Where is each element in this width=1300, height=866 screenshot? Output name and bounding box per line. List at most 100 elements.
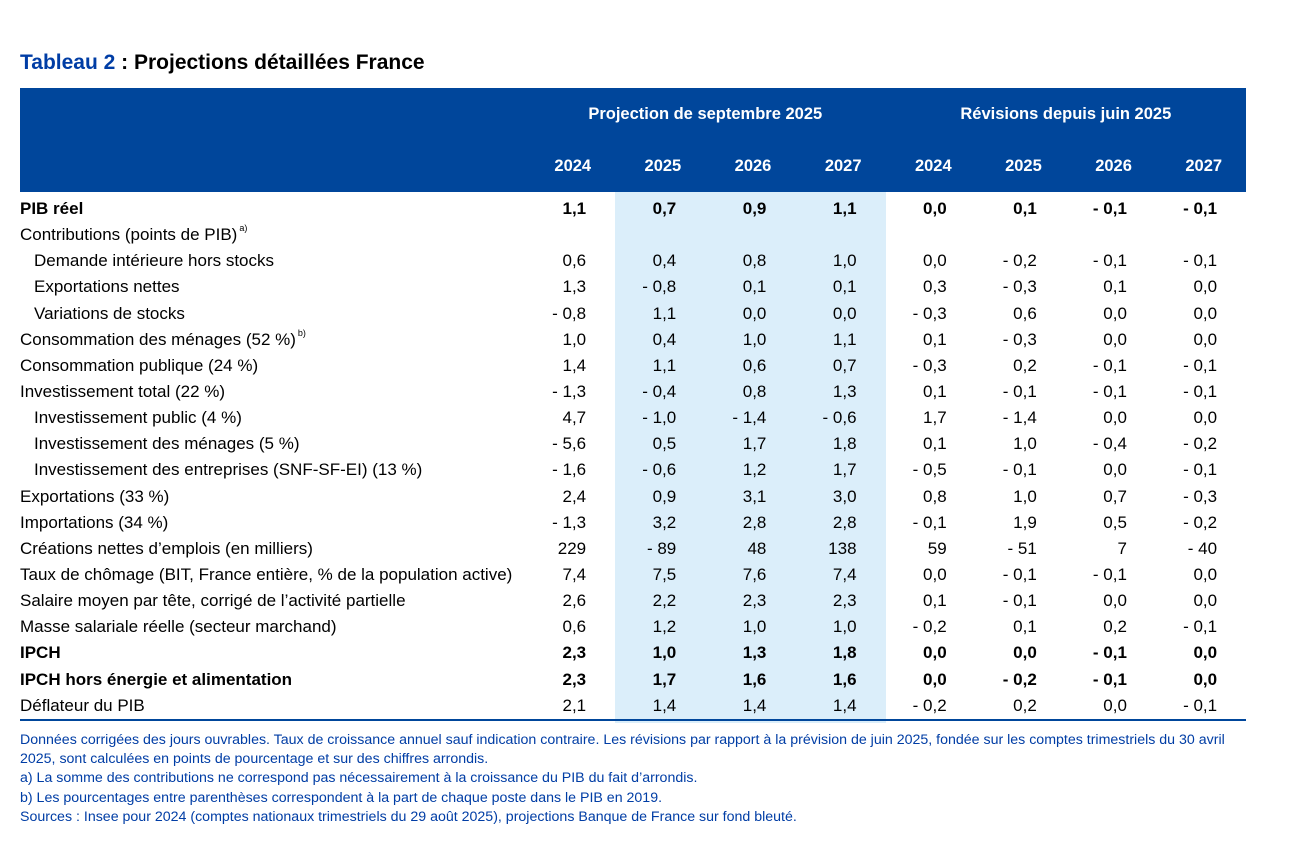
value-cell: - 1,3	[552, 382, 587, 402]
value-cell: - 0,1	[1092, 199, 1127, 219]
value-cell: 1,4	[705, 692, 796, 723]
value-cell: - 0,2	[1002, 669, 1037, 689]
value-cell: - 0,3	[1002, 329, 1037, 349]
value-cell: 0,4	[615, 326, 706, 353]
table-row: Déflateur du PIB 2,1 1,4 1,4 1,4- 0,2 0,2 0,0-…	[20, 692, 1246, 723]
value-cell: 0,7	[615, 192, 706, 223]
value-cell: 1,7	[795, 457, 886, 484]
value-cell: - 0,1	[1183, 695, 1218, 715]
value-cell: 7,4	[562, 565, 587, 585]
value-cell	[705, 222, 796, 249]
value-cell: 0,9	[705, 192, 796, 223]
row-label-text: Importations (34 %)	[20, 512, 169, 532]
value-cell	[976, 222, 1066, 248]
value-cell	[1156, 222, 1246, 248]
value-cell: 0,0	[1013, 643, 1037, 663]
row-label-text: Exportations nettes	[34, 277, 180, 297]
row-label-text: Investissement des ménages (5 %)	[34, 434, 300, 454]
row-label: IPCH hors énergie et alimentation	[20, 667, 525, 693]
value-cell: 0,0	[1193, 303, 1218, 323]
value-cell: - 0,1	[1092, 382, 1127, 402]
value-cell: 1,0	[1013, 434, 1037, 454]
value-cell: 0,6	[705, 352, 796, 379]
value-cell: 138	[795, 535, 886, 562]
row-label: Contributions (points de PIB) a)	[20, 222, 525, 248]
header-year: 2024	[525, 140, 616, 192]
value-cell: 1,1	[795, 326, 886, 353]
header-year: 2025	[975, 140, 1066, 192]
value-cell: - 0,1	[1002, 460, 1037, 480]
row-label-text: Masse salariale réelle (secteur marchand…	[20, 617, 337, 637]
header-group-projection: Projection de septembre 2025	[525, 88, 886, 140]
row-label: Consommation des ménages (52 %) b)	[20, 327, 525, 353]
value-cell: 0,0	[923, 643, 947, 663]
value-cell: 0,0	[1193, 643, 1218, 663]
value-cell: - 0,1	[1183, 355, 1218, 375]
value-cell: 0,0	[1193, 277, 1218, 297]
value-cell: 1,9	[1013, 512, 1037, 532]
value-cell: 4,7	[562, 408, 587, 428]
value-cell: - 0,5	[912, 460, 947, 480]
table-title-text: : Projections détaillées France	[115, 51, 425, 74]
value-cell: 1,2	[615, 614, 706, 641]
value-cell: 0,0	[1193, 591, 1218, 611]
value-cell: 0,5	[1103, 512, 1127, 532]
table-row: IPCH 2,3 1,0 1,3 1,8 0,0 0,0 - 0,1 0,0	[20, 640, 1246, 667]
value-cell: 1,8	[795, 431, 886, 458]
value-cell: - 0,1	[1092, 565, 1127, 585]
value-cell: 1,7	[705, 431, 796, 458]
value-cell: 1,1	[615, 300, 706, 327]
value-cell: 0,2	[1013, 355, 1037, 375]
value-cell: - 0,3	[912, 355, 947, 375]
value-cell: 1,4	[562, 355, 587, 375]
row-label: IPCH	[20, 640, 525, 666]
value-cell: - 0,2	[1183, 434, 1218, 454]
header-year: 2026	[705, 140, 796, 192]
value-cell: 1,7	[923, 408, 947, 428]
value-cell: 0,1	[705, 274, 796, 301]
value-cell: 0,4	[615, 248, 706, 275]
value-cell: 0,6	[562, 617, 587, 637]
value-cell: 0,0	[705, 300, 796, 327]
row-label: Demande intérieure hors stocks	[20, 248, 525, 274]
value-cell: 2,1	[562, 695, 587, 715]
value-cell: 0,6	[562, 251, 587, 271]
note-sources: Sources : Insee pour 2024 (comptes natio…	[20, 808, 797, 825]
row-label-text: IPCH hors énergie et alimentation	[20, 669, 293, 689]
value-cell: - 0,4	[615, 378, 706, 406]
note-b: b) Les pourcentages entre parenthèses co…	[20, 789, 663, 806]
value-cell: - 5,6	[552, 434, 587, 454]
table-row: Consommation publique (24 %) 1,4 1,1 0,6 0,7…	[20, 352, 1246, 379]
row-label-text: Créations nettes d’emplois (en milliers)	[20, 538, 313, 558]
value-cell: 1,6	[705, 666, 796, 693]
value-cell: 2,8	[705, 509, 796, 536]
value-cell: 2,4	[562, 486, 587, 506]
value-cell: 0,0	[1103, 408, 1127, 428]
value-cell: - 0,2	[1183, 512, 1218, 532]
value-cell: - 1,3	[552, 512, 587, 532]
row-label-text: Variations de stocks	[34, 303, 185, 323]
table-row: IPCH hors énergie et alimentation 2,3 1,7 1…	[20, 666, 1246, 693]
value-cell: 0,0	[923, 565, 947, 585]
value-cell: 3,0	[795, 483, 886, 510]
value-cell: 1,0	[795, 614, 886, 641]
value-cell: - 0,8	[552, 303, 587, 323]
value-cell: 0,2	[1103, 617, 1127, 637]
projections-table: Projection de septembre 2025 Révisions d…	[20, 88, 1247, 723]
value-cell: 3,2	[615, 509, 706, 536]
row-label: Consommation publique (24 %)	[20, 353, 525, 379]
table-bottom-rule	[20, 719, 1246, 721]
row-label: Déflateur du PIB	[20, 693, 525, 723]
value-cell	[886, 222, 976, 248]
value-cell	[525, 222, 615, 248]
value-cell: - 1,0	[615, 405, 706, 432]
table-header: Projection de septembre 2025 Révisions d…	[20, 88, 1247, 192]
value-cell: 0,0	[1103, 329, 1127, 349]
value-cell: 1,8	[795, 640, 886, 667]
value-cell: 0,7	[795, 352, 886, 379]
header-year: 2027	[795, 140, 886, 192]
value-cell: - 51	[1007, 538, 1037, 558]
value-cell: 0,0	[1103, 591, 1127, 611]
value-cell: - 0,8	[615, 274, 706, 301]
table-row: Importations (34 %) - 1,3 3,2 2,8 2,8- 0,1 1,…	[20, 509, 1246, 536]
